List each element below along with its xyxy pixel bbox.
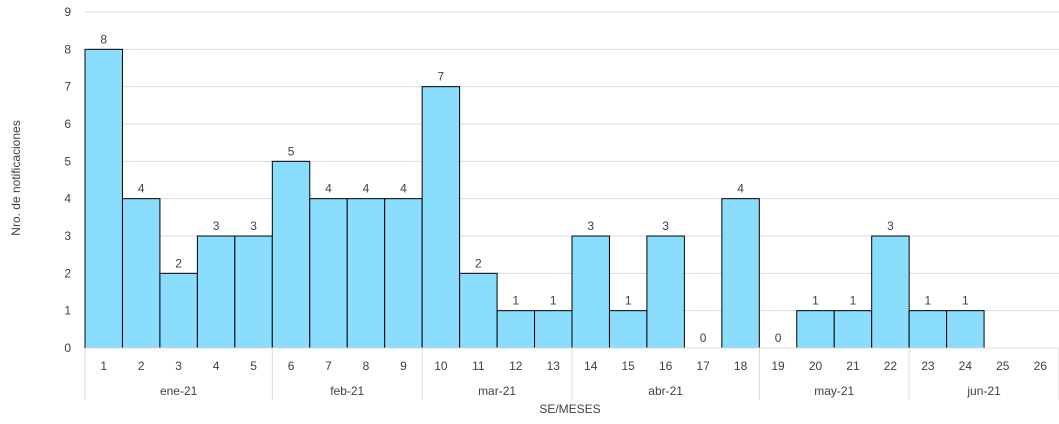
bar: [159, 272, 198, 349]
y-tick-label: 9: [64, 5, 71, 19]
x-tick-label: 9: [400, 359, 407, 373]
data-label: 1: [925, 294, 932, 308]
bar: [946, 310, 985, 349]
bar: [234, 235, 273, 349]
data-label: 1: [812, 294, 819, 308]
data-label: 4: [138, 182, 145, 196]
x-tick-label: 7: [325, 359, 332, 373]
data-label: 0: [775, 331, 782, 345]
x-tick-label: 12: [509, 359, 523, 373]
x-tick-label: 10: [434, 359, 448, 373]
x-tick-label: 11: [472, 359, 485, 373]
month-group-label: may-21: [814, 384, 854, 398]
x-tick-label: 5: [250, 359, 257, 373]
bar: [121, 198, 161, 349]
data-label: 3: [250, 219, 257, 233]
bar: [459, 272, 498, 349]
x-tick-label: 6: [288, 359, 295, 373]
bar: [871, 235, 910, 349]
x-tick-label: 17: [696, 359, 710, 373]
data-label: 2: [175, 256, 182, 270]
bar: [421, 86, 461, 349]
data-label: 5: [288, 144, 295, 158]
y-tick-label: 7: [64, 80, 71, 94]
month-group-label: feb-21: [330, 384, 364, 398]
data-label: 1: [550, 294, 557, 308]
x-tick-label: 3: [175, 359, 182, 373]
month-group-label: abr-21: [648, 384, 683, 398]
bar: [496, 310, 536, 349]
x-tick-label: 13: [547, 359, 561, 373]
x-tick-label: 1: [100, 359, 107, 373]
x-tick-label: 25: [996, 359, 1010, 373]
x-tick-label: 2: [138, 359, 145, 373]
x-tick-label: 14: [584, 359, 598, 373]
data-label: 4: [737, 182, 744, 196]
y-tick-label: 8: [64, 42, 71, 56]
x-tick-label: 26: [1034, 359, 1048, 373]
y-tick-label: 1: [64, 304, 71, 318]
data-label: 1: [625, 294, 632, 308]
data-label: 4: [363, 182, 370, 196]
data-labels: 8 4 2 3 3 5 4 4 4 7 2 1 1 3 1 3 0 4 0 1 1 3 1 1: [100, 32, 969, 345]
bar: [908, 310, 948, 349]
y-tick-label: 5: [64, 154, 71, 168]
x-axis-title: SE/MESES: [539, 402, 600, 416]
x-tick-label: 8: [363, 359, 370, 373]
data-label: 7: [438, 70, 445, 84]
data-label: 0: [700, 331, 707, 345]
bars: [84, 48, 985, 349]
month-group-label: ene-21: [160, 384, 198, 398]
y-tick-label: 3: [64, 229, 71, 243]
y-tick-label: 2: [64, 266, 71, 280]
x-tick-label: 21: [846, 359, 860, 373]
data-label: 8: [100, 32, 107, 46]
data-label: 2: [475, 256, 482, 270]
data-label: 4: [325, 182, 332, 196]
y-tick-label: 6: [64, 117, 71, 131]
bar: [271, 160, 311, 349]
bar: [608, 310, 648, 349]
data-label: 4: [400, 182, 407, 196]
bar: [196, 235, 236, 349]
month-group-label: jun-21: [966, 384, 1001, 398]
data-label: 1: [850, 294, 857, 308]
bar: [833, 310, 873, 349]
bar: [534, 310, 573, 349]
x-tick-label: 23: [921, 359, 935, 373]
x-tick-label: 18: [734, 359, 748, 373]
bar: [796, 310, 835, 349]
bar: [571, 235, 610, 349]
x-tick-label: 15: [622, 359, 636, 373]
y-tick-label: 0: [64, 341, 71, 355]
data-label: 3: [213, 219, 220, 233]
data-label: 3: [887, 219, 894, 233]
data-label: 1: [512, 294, 519, 308]
bar: [84, 48, 123, 349]
bar: [384, 198, 423, 349]
x-tick-label: 20: [809, 359, 823, 373]
bar: [721, 198, 760, 349]
data-label: 1: [962, 294, 969, 308]
x-tick-label: 19: [771, 359, 785, 373]
bar: [646, 235, 685, 349]
data-label: 3: [587, 219, 594, 233]
y-tick-label: 4: [64, 192, 71, 206]
x-tick-label: 24: [959, 359, 973, 373]
x-tick-label: 4: [213, 359, 220, 373]
bar: [346, 198, 386, 349]
y-axis-title: Nro. de notificaciones: [9, 120, 23, 235]
bar: [309, 198, 348, 349]
data-label: 3: [662, 219, 669, 233]
x-tick-label: 16: [659, 359, 673, 373]
month-group-label: mar-21: [478, 384, 516, 398]
x-tick-label: 22: [884, 359, 898, 373]
